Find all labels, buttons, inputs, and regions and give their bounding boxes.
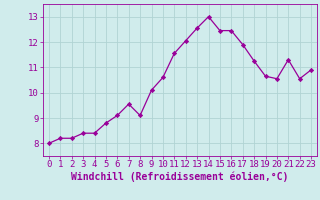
X-axis label: Windchill (Refroidissement éolien,°C): Windchill (Refroidissement éolien,°C) (71, 172, 289, 182)
